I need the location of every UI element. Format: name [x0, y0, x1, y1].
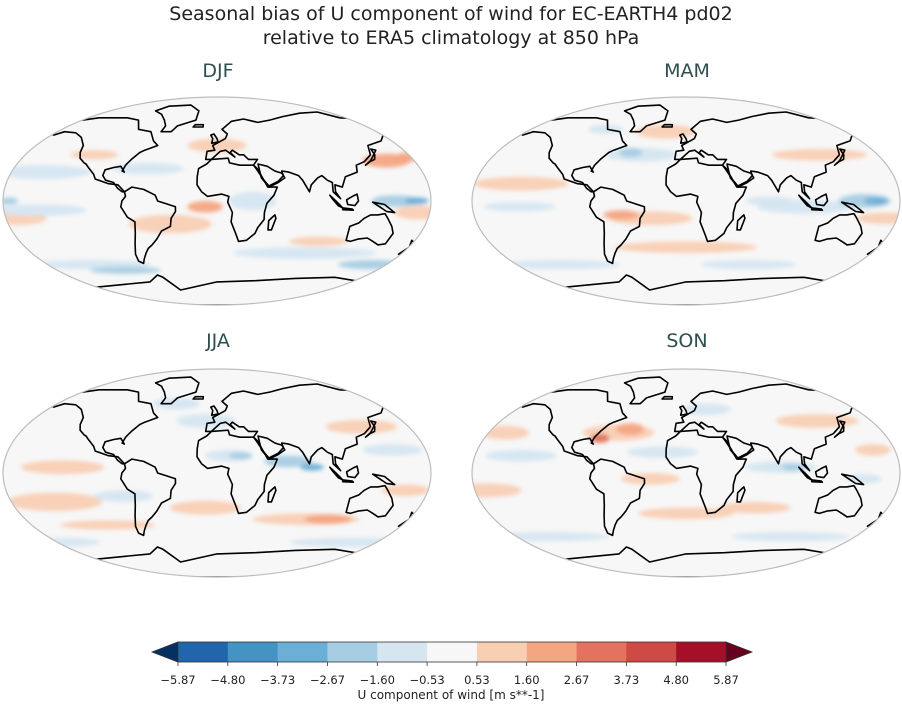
coastline — [840, 473, 865, 486]
map-panel-son — [471, 368, 901, 578]
coastline — [623, 104, 669, 133]
coastline — [345, 465, 360, 479]
coastline — [726, 163, 755, 188]
coastline — [810, 207, 824, 211]
colorbar-tick-label: −3.73 — [260, 673, 296, 687]
coastline — [210, 133, 219, 145]
coastline — [345, 193, 360, 207]
coastline — [204, 111, 397, 200]
coastline — [196, 429, 279, 515]
coastline — [341, 479, 355, 483]
coastline — [196, 157, 279, 243]
coastline — [328, 194, 344, 209]
coastline — [345, 484, 394, 518]
coastline — [661, 395, 674, 400]
coastline — [665, 157, 748, 243]
colorbar-tick-label: 0.53 — [464, 673, 490, 687]
coastline — [345, 212, 394, 246]
coastline — [623, 376, 669, 405]
coastline — [833, 420, 846, 438]
colorbar-tick-label: −1.60 — [359, 673, 395, 687]
panel-title-djf: DJF — [202, 60, 234, 82]
coastline — [48, 116, 159, 193]
colorbar-tick-label: 1.60 — [513, 673, 540, 687]
colorbar-segment — [277, 642, 328, 662]
figure-title-line2: relative to ERA5 climatology at 850 hPa — [262, 27, 640, 49]
colorbar-tick-label: 2.67 — [563, 673, 590, 687]
coastline — [726, 435, 755, 460]
colorbar-extend-low — [150, 641, 179, 663]
coastline — [257, 163, 286, 188]
colorbar-tick-label: −0.53 — [409, 673, 445, 687]
coastline — [797, 466, 813, 481]
coastline — [661, 123, 674, 128]
panel-title-mam: MAM — [664, 60, 710, 82]
coastline — [192, 395, 205, 400]
colorbar-segment — [377, 642, 428, 662]
colorbar-tick-label: −5.87 — [160, 673, 196, 687]
coastline — [736, 486, 746, 503]
coastline — [364, 148, 377, 166]
coastline — [328, 466, 344, 481]
map-panel-djf — [2, 96, 432, 306]
coastline — [736, 214, 746, 231]
coastline — [840, 201, 865, 214]
coastline — [517, 388, 628, 465]
coastline — [589, 458, 646, 537]
coastline — [665, 429, 748, 515]
coastline — [204, 383, 397, 472]
coastline — [154, 104, 200, 133]
colorbar-segment — [576, 642, 627, 662]
colorbar-tick-label: 5.87 — [713, 673, 739, 687]
coastline — [154, 376, 200, 405]
coastline — [833, 148, 846, 166]
coastline — [48, 388, 159, 465]
coastline — [810, 479, 824, 483]
coastline — [679, 133, 688, 145]
coastline — [814, 193, 829, 207]
coastline — [371, 201, 396, 214]
coastline — [814, 465, 829, 479]
coastline — [192, 123, 205, 128]
colorbar-segment — [526, 642, 577, 662]
colorbar-segment — [626, 642, 677, 662]
colorbar-tick-label: 4.80 — [663, 673, 689, 687]
coastline — [517, 116, 628, 193]
panel-title-jja: JJA — [206, 330, 230, 352]
colorbar-tick-label: −4.80 — [210, 673, 246, 687]
coastline — [589, 186, 646, 265]
colorbar-label: U component of wind [m s**-1] — [357, 688, 545, 702]
colorbar-tick-label: −2.67 — [309, 673, 346, 687]
panel-title-son: SON — [666, 330, 708, 352]
figure-title-line1: Seasonal bias of U component of wind for… — [169, 3, 733, 25]
coastline — [797, 194, 813, 209]
coastline — [257, 435, 286, 460]
coastline — [210, 405, 219, 417]
colorbar-segment — [327, 642, 378, 662]
coastline — [673, 111, 866, 200]
coastline — [814, 212, 863, 246]
colorbar — [150, 641, 754, 666]
coastline — [673, 383, 866, 472]
colorbar-segment — [227, 642, 278, 662]
colorbar-segment — [676, 642, 727, 662]
colorbar-tick-label: 3.73 — [613, 673, 640, 687]
map-panel-jja — [2, 368, 432, 578]
coastline — [364, 420, 377, 438]
coastline — [371, 473, 396, 486]
coastline — [120, 186, 177, 265]
colorbar-segment — [427, 642, 478, 662]
colorbar-extend-high — [725, 641, 754, 663]
coastline — [267, 214, 277, 231]
map-panel-mam — [471, 96, 901, 306]
coastline — [120, 458, 177, 537]
colorbar-segment — [178, 642, 229, 662]
coastline — [814, 484, 863, 518]
coastline — [679, 405, 688, 417]
coastline — [341, 207, 355, 211]
colorbar-segment — [476, 642, 528, 662]
coastline — [267, 486, 277, 503]
